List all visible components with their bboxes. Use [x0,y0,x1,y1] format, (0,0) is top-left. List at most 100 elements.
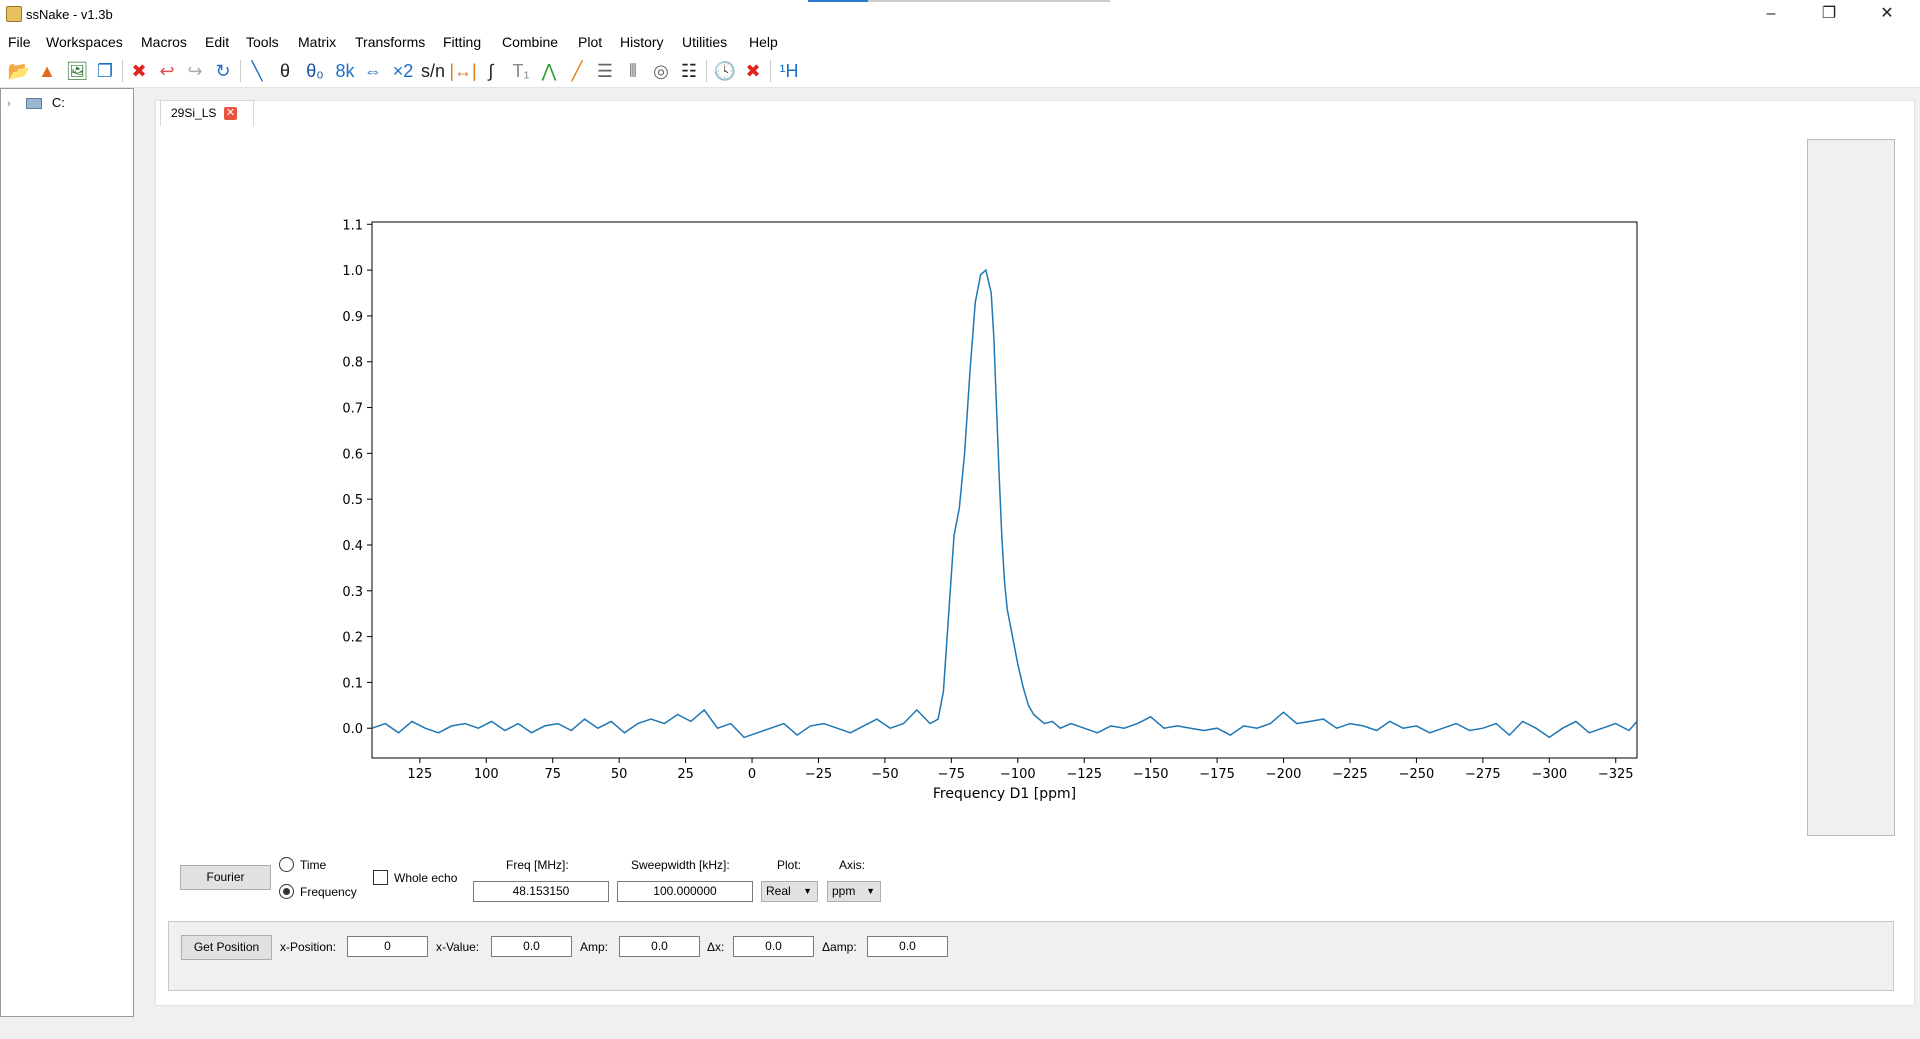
contour-icon[interactable]: ◎ [653,61,669,81]
x-tick-label: 0 [748,767,756,782]
close-window-button[interactable]: ✕ [1880,5,1894,22]
undo-icon[interactable]: ↩ [159,61,175,81]
tree-row-root[interactable]: › C: [7,95,65,110]
x-axis-ticks: 125 100 75 50 25 0 −25 −50 −75 −100 −125 −150 −175 −2… [407,758,1634,782]
freq-input[interactable]: 48.153150 [473,881,609,902]
x-tick-label: −275 [1465,767,1501,782]
menu-plot[interactable]: Plot [578,34,603,50]
stack-icon[interactable]: ☰ [596,61,614,81]
multiply-icon[interactable]: ×2 [392,61,414,81]
menu-utilities[interactable]: Utilities [682,34,728,50]
snr-icon[interactable]: s/n [420,61,445,81]
menu-workspaces[interactable]: Workspaces [46,34,123,50]
swap-icon[interactable]: ⇔ [364,61,382,81]
sweepwidth-input[interactable]: 100.000000 [617,881,753,902]
y-axis-ticks: 0.0 0.1 0.2 0.3 0.4 0.5 0.6 0.7 0.8 0.9 1.0 1.1 [342,218,372,737]
x-tick-label: 75 [544,767,561,782]
duplicate-icon[interactable]: ❐ [96,61,114,81]
x-tick-label: −250 [1399,767,1435,782]
chevron-down-icon: ▼ [803,886,812,896]
history-icon[interactable]: 🕓 [713,61,737,81]
plot-frame [371,221,1638,759]
menu-edit[interactable]: Edit [205,34,230,50]
axis-header: Axis: [839,858,866,872]
maximize-button[interactable]: ❐ [1821,5,1837,22]
fwhm-icon[interactable]: |↔| [449,61,477,81]
menu-help[interactable]: Help [749,34,778,50]
peak-fit-icon[interactable]: ⋀ [541,61,557,81]
x-tick-label: −75 [938,767,965,782]
array-icon[interactable]: ⦀ [629,61,637,81]
menu-combine[interactable]: Combine [502,34,559,50]
damp-input[interactable]: 0.0 [867,936,948,957]
menu-fitting[interactable]: Fitting [443,34,482,50]
x-tick-label: −175 [1199,767,1235,782]
y-tick-label: 0.7 [342,402,363,417]
whole-echo-checkbox[interactable] [373,870,388,885]
x-position-input[interactable]: 0 [347,936,428,957]
save-figure-icon[interactable]: 🖼 [65,61,89,81]
plot-select[interactable]: Real ▼ [761,881,818,902]
matlab-export-icon[interactable]: ▲ [38,61,56,81]
nucleus-icon[interactable]: ¹H [779,61,799,81]
tab-29si-ls[interactable]: 29Si_LS ✕ [160,100,254,126]
x-tick-label: −50 [871,767,898,782]
minimize-button[interactable]: – [1766,5,1776,22]
chevron-right-icon[interactable]: › [7,98,11,110]
relaxation-icon[interactable]: T₁ [512,61,530,81]
redo-icon[interactable]: ↪ [187,61,203,81]
axis-select[interactable]: ppm ▼ [827,881,881,902]
baseline-icon[interactable]: ╲ [251,61,263,81]
spectrum-line [371,268,1638,739]
open-icon[interactable]: 📂 [7,61,31,81]
phase-icon[interactable]: θ [279,61,290,81]
time-radio[interactable] [279,857,294,872]
reload-icon[interactable]: ↻ [215,61,231,81]
tab-label: 29Si_LS [171,106,217,120]
x-position-label: x-Position: [280,940,337,954]
y-tick-label: 1.0 [342,264,363,279]
x-tick-label: −25 [805,767,832,782]
get-position-button[interactable]: Get Position [181,935,272,960]
x-tick-label: −325 [1598,767,1634,782]
menu-matrix[interactable]: Matrix [298,34,337,50]
list-icon[interactable]: ☷ [680,61,698,81]
dx-input[interactable]: 0.0 [733,936,814,957]
window-title: ssNake - v1.3b [26,7,113,22]
y-tick-label: 0.6 [342,447,363,462]
dx-label: Δx: [707,940,725,954]
menu-tools[interactable]: Tools [246,34,279,50]
menu-macros[interactable]: Macros [141,34,187,50]
frequency-radio[interactable] [279,884,294,899]
x-tick-label: −225 [1332,767,1368,782]
integral-icon[interactable]: ∫ [488,61,494,81]
whole-echo-label: Whole echo [394,871,458,885]
phase0-icon[interactable]: θ₀ [306,61,324,81]
time-label: Time [300,858,327,872]
size-icon[interactable]: 8k [335,61,355,81]
progress-bar [808,0,1110,2]
y-tick-label: 0.0 [342,722,363,737]
tab-close-icon[interactable]: ✕ [224,107,237,120]
menu-file[interactable]: File [8,34,31,50]
amp-input[interactable]: 0.0 [619,936,700,957]
line-icon[interactable]: ╱ [571,61,583,81]
x-tick-label: 25 [677,767,694,782]
delete-icon[interactable]: ✖ [131,61,147,81]
fourier-button[interactable]: Fourier [180,865,271,890]
app-logo-icon [6,6,22,22]
workspace-panel [155,100,1915,1006]
toolbar-separator [706,60,707,82]
x-value-label: x-Value: [436,940,480,954]
menu-history[interactable]: History [620,34,664,50]
close-icon[interactable]: ✖ [745,61,761,81]
frequency-label: Frequency [300,885,357,899]
file-tree[interactable]: › C: [0,88,134,1017]
toolbar-separator [122,60,123,82]
y-tick-label: 0.3 [342,585,363,600]
y-tick-label: 0.5 [342,493,363,508]
x-value-input[interactable]: 0.0 [491,936,572,957]
menu-transforms[interactable]: Transforms [355,34,426,50]
title-bar: ssNake - v1.3b – ❐ ✕ [0,0,1920,30]
